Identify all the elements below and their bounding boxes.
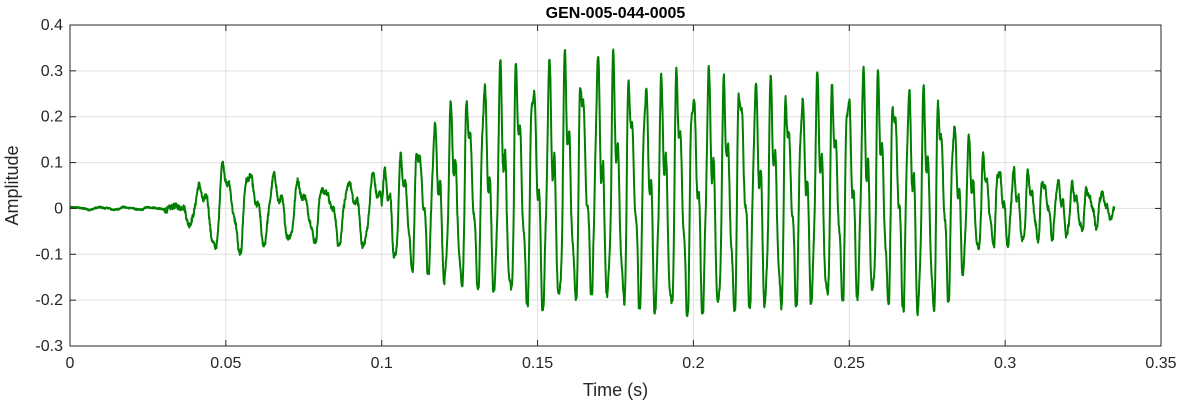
y-tick-label: 0	[54, 200, 63, 217]
x-tick-label: 0.05	[210, 355, 241, 372]
chart-title: GEN-005-044-0005	[546, 5, 686, 22]
y-tick-label: 0.1	[41, 155, 63, 172]
ticks: 0 0.05 0.1 0.15 0.2 0.25 0.3 0.35 -0.3 -0.2 -0.1 0 0…	[35, 17, 1176, 372]
y-tick-label: 0.3	[41, 63, 63, 80]
waveform-line	[69, 48, 1116, 318]
y-tick-label: -0.3	[35, 338, 63, 355]
y-tick-label: -0.1	[35, 246, 63, 263]
x-tick-label: 0.15	[522, 355, 553, 372]
x-tick-label: 0.35	[1145, 355, 1176, 372]
x-tick-label: 0.3	[994, 355, 1016, 372]
axes-box	[69, 24, 1162, 347]
x-tick-label: 0	[66, 355, 75, 372]
y-tick-label: 0.4	[41, 17, 63, 34]
y-axis-label: Amplitude	[2, 145, 22, 225]
y-tick-label: -0.2	[35, 292, 63, 309]
x-axis-label: Time (s)	[583, 380, 648, 400]
y-tick-label: 0.2	[41, 109, 63, 126]
signal-layer	[69, 48, 1116, 318]
x-tick-label: 0.25	[834, 355, 865, 372]
x-tick-label: 0.2	[682, 355, 704, 372]
x-tick-label: 0.1	[371, 355, 393, 372]
